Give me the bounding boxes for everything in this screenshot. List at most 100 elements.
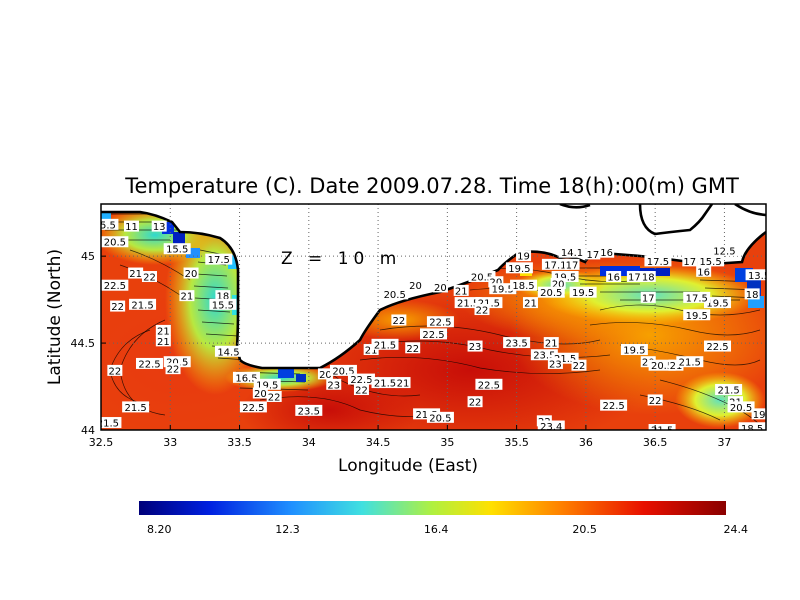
contour-label-bg	[530, 349, 558, 361]
contour-label-bg	[537, 420, 565, 430]
contour-label: 20.5	[384, 290, 406, 301]
contour-label: 19.5	[623, 346, 645, 357]
contour-label: 12.5	[713, 246, 735, 257]
contour-label: 22.5	[602, 401, 624, 412]
contour-label: 20.5	[730, 403, 752, 414]
contour-label: 21	[181, 292, 194, 303]
contour-label-bg	[101, 218, 119, 230]
contour-label: 22	[649, 396, 662, 407]
x-tick-label: 36	[579, 436, 593, 449]
contour-label-bg	[697, 255, 725, 267]
contour-label: 16	[607, 273, 620, 284]
y-tick-label: 45	[81, 250, 95, 263]
contour-label: 21.5	[457, 299, 479, 310]
contour-label-bg	[129, 298, 157, 310]
contour-label-bg	[468, 271, 496, 283]
contour-label: 21	[157, 337, 170, 348]
contour-label-bg	[371, 338, 399, 350]
contour-label-bg	[317, 368, 333, 380]
y-axis-label: Latitude (North)	[45, 249, 65, 385]
contour-label: 5.5	[100, 220, 116, 231]
contour-label-bg	[183, 267, 199, 279]
contour-label-bg	[405, 342, 421, 354]
contour-label-bg	[676, 356, 704, 368]
contour-label-bg	[599, 246, 615, 258]
contour-label: 11	[125, 222, 138, 233]
colorbar-ticks: 8.20 12.3 16.4 20.5 24.4	[147, 523, 748, 536]
contour-label: 22	[143, 273, 156, 284]
contour-label-bg	[122, 401, 150, 413]
contour-label-bg	[253, 378, 281, 390]
contour-label: 21	[524, 299, 537, 310]
contour-label: 20	[185, 269, 198, 280]
contour-label: 17.5	[208, 255, 230, 266]
contour-label-bg	[432, 281, 448, 293]
contour-label: 21.5	[717, 386, 739, 397]
contour-label-bg	[232, 371, 260, 383]
contour-label-bg	[474, 304, 490, 316]
contour-label: 16.5	[235, 373, 257, 384]
depth-annotation: Z = 10 m	[281, 249, 401, 269]
contour-label-bg	[640, 356, 656, 368]
y-axis-ticks: 44 44.5 45	[71, 250, 106, 437]
contour-label: 21.5	[374, 340, 396, 351]
x-tick-label: 37	[717, 436, 731, 449]
contour-label-bg	[467, 396, 483, 408]
contour-label-bg	[537, 286, 565, 298]
contour-label-bg	[128, 267, 144, 279]
contour-label-bg	[682, 255, 698, 267]
contour-label-bg	[744, 288, 760, 300]
contour-label: 16	[600, 248, 613, 259]
contour-label: 22	[573, 361, 586, 372]
contour-label: 19.5	[706, 299, 728, 310]
contour-label-bg	[668, 359, 684, 371]
contour-label-bg	[155, 335, 171, 347]
contour-label: 23.5	[505, 339, 527, 350]
contour-label-bg	[640, 291, 656, 303]
contour-label: 19.5	[492, 285, 514, 296]
contour-label: 17	[628, 273, 641, 284]
contour-label-bg	[453, 284, 469, 296]
contour-label-bg	[123, 220, 139, 232]
contour-label-bg	[151, 220, 167, 232]
contour-label-bg	[475, 378, 503, 390]
colorbar-tick-label: 20.5	[572, 523, 597, 536]
plot-frame	[100, 203, 767, 431]
contour-label: 21	[157, 326, 170, 337]
contour-label: 23	[327, 380, 340, 391]
contour-label-bg	[155, 324, 171, 336]
contour-label: 22	[268, 392, 281, 403]
contour-label-bg	[215, 290, 231, 302]
contour-label: 22.5	[138, 359, 160, 370]
contour-label: 21.5	[415, 410, 437, 421]
x-axis-label: Longitude (East)	[338, 456, 478, 476]
contour-label-bg	[347, 373, 375, 385]
contour-label: 20	[409, 281, 422, 292]
contour-label-bg	[426, 411, 454, 423]
contour-label: 21.5	[131, 300, 153, 311]
contour-label: 22.5	[242, 403, 264, 414]
contour-label: 20	[434, 283, 447, 294]
contour-label: 15.5	[166, 245, 188, 256]
contour-label: 19.5	[572, 288, 594, 299]
contour-label-bg	[179, 290, 195, 302]
contour-label-bg	[600, 399, 628, 411]
contour-label-bg	[606, 271, 622, 283]
contour-label: 17	[683, 257, 696, 268]
contour-label: 21.5	[554, 354, 576, 365]
x-tick-label: 35	[440, 436, 454, 449]
contour-label-bg	[326, 378, 342, 390]
contour-label: 22	[167, 365, 180, 376]
contour-label-bg	[295, 404, 323, 416]
x-axis-ticks: 32.5 33 33.5 34 34.5 35 35.5 36 36.5 37	[89, 425, 731, 449]
contour-label-bg	[715, 384, 743, 396]
contour-label: 20.5	[104, 238, 126, 249]
contour-label: 20.5	[332, 366, 354, 377]
colorbar-tick-label: 8.20	[147, 523, 172, 536]
colorbar-gradient	[139, 501, 726, 515]
contour-label: 19.5	[686, 311, 708, 322]
x-tick-label: 32.5	[89, 436, 114, 449]
contour-label: 19.5	[508, 264, 530, 275]
contour-label-bg	[704, 340, 732, 352]
contour-label-bg	[558, 246, 586, 258]
